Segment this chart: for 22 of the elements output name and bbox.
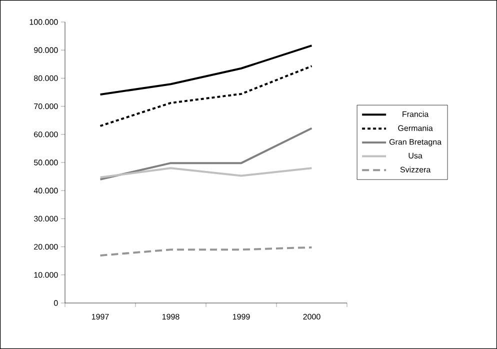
legend-label: Francia (402, 111, 429, 117)
legend-label: Gran Bretagna (389, 139, 442, 146)
x-tick-label: 1997 (92, 314, 109, 320)
y-tick-label: 10.000 (34, 272, 58, 278)
line-series (99, 44, 313, 96)
y-tick-label: 50.000 (34, 160, 58, 166)
y-tick-label: 0 (54, 300, 58, 306)
y-tick-label: 20.000 (34, 244, 58, 250)
legend-label: Germania (398, 125, 433, 131)
y-tick-label: 60.000 (34, 132, 58, 138)
x-tick-label: 1999 (232, 314, 250, 320)
text: Usa (408, 152, 422, 158)
x-tick-label: 1998 (162, 314, 180, 320)
y-tick-label: 30.000 (34, 216, 58, 222)
y-tick-label: 70.000 (34, 103, 58, 110)
legend-label: Svizzera (400, 166, 431, 172)
line-series (99, 65, 313, 127)
y-tick-label: 80.000 (34, 75, 58, 82)
y-tick-label: 40.000 (34, 188, 58, 194)
x-tick-label: 2000 (303, 314, 320, 320)
y-tick-label: 100.000 (30, 19, 58, 25)
y-tick-label: 90.000 (34, 47, 58, 53)
